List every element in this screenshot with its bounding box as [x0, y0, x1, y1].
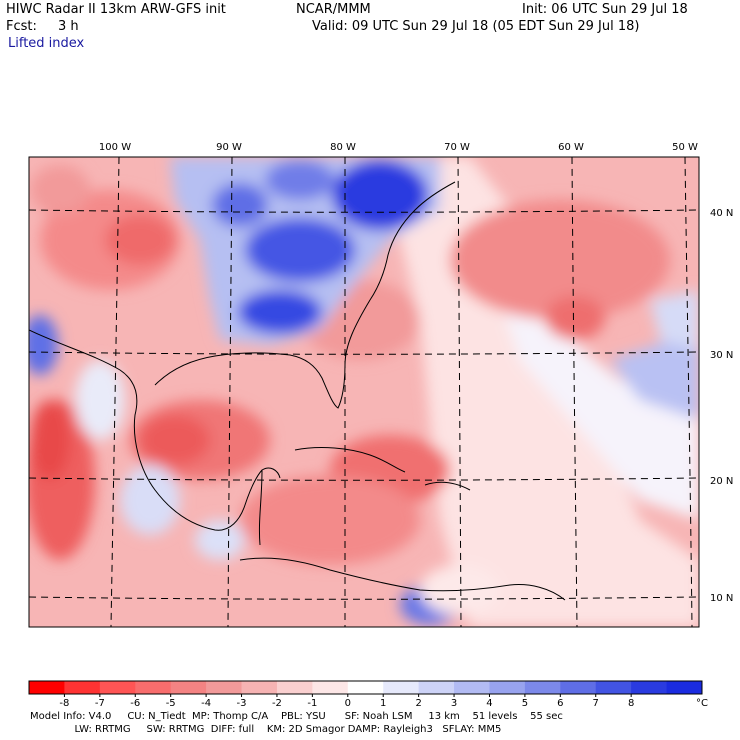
colorbar-swatch — [29, 681, 65, 694]
latitude-labels: 40 N 30 N 20 N 10 N — [710, 208, 733, 604]
init-time: Init: 06 UTC Sun 29 Jul 18 — [522, 2, 688, 17]
fcst-label: Fcst: — [6, 19, 37, 34]
colorbar-swatch — [170, 681, 207, 694]
lat-label: 40 N — [710, 208, 733, 219]
map-frame — [28, 156, 700, 628]
lon-label: 100 W — [99, 142, 131, 153]
colorbar-swatch — [383, 681, 420, 694]
colorbar-frame — [28, 680, 703, 695]
colorbar-unit: °C — [696, 698, 708, 709]
coastlines — [29, 181, 566, 601]
colorbar-tick-label: 8 — [628, 698, 634, 709]
model-info-line1: Model Info: V4.0 CU: N_Tiedt MP: Thomp C… — [30, 711, 563, 722]
colorbar-tick-label: -7 — [95, 698, 105, 709]
lon-label: 90 W — [216, 142, 242, 153]
model-info-line2: LW: RRTMG SW: RRTMG DIFF: full KM: 2D Sm… — [30, 724, 502, 735]
valid-time: Valid: 09 UTC Sun 29 Jul 18 (05 EDT Sun … — [312, 19, 640, 34]
colorbar-tick-label: -2 — [272, 698, 282, 709]
colorbar-tick-label: 4 — [486, 698, 492, 709]
longitude-labels: 100 W 90 W 80 W 70 W 60 W 50 W — [99, 142, 698, 153]
colorbar-swatch — [631, 681, 668, 694]
colorbar-tick-label: 0 — [345, 698, 351, 709]
colorbar-swatch — [489, 681, 526, 694]
title-center: NCAR/MMM — [296, 2, 371, 17]
field-name: Lifted index — [8, 36, 85, 51]
colorbar-swatch — [666, 681, 703, 694]
colorbar-tick-label: 7 — [593, 698, 599, 709]
colorbar: -8 -7 -6 -5 -4 -3 -2 -1 0 1 2 3 4 5 6 7 8 °C — [28, 680, 708, 709]
colorbar-swatch — [312, 681, 349, 694]
colorbar-swatch — [135, 681, 172, 694]
lat-label: 20 N — [710, 476, 733, 487]
colorbar-tick-label: 5 — [522, 698, 528, 709]
lon-label: 80 W — [330, 142, 356, 153]
colorbar-tick-label: 1 — [380, 698, 386, 709]
colorbar-swatch — [241, 681, 278, 694]
colorbar-tick-label: 6 — [557, 698, 563, 709]
colorbar-tick-label: -6 — [130, 698, 140, 709]
graticule — [28, 156, 700, 628]
lon-label: 70 W — [444, 142, 470, 153]
colorbar-swatch — [276, 681, 313, 694]
lat-label: 10 N — [710, 593, 733, 604]
colorbar-swatch — [347, 681, 384, 694]
fcst-value: 3 h — [58, 19, 79, 34]
colorbar-swatch — [418, 681, 455, 694]
colorbar-tick-label: -8 — [59, 698, 69, 709]
colorbar-tick-label: -5 — [166, 698, 176, 709]
colorbar-swatch — [560, 681, 597, 694]
colorbar-swatch — [99, 681, 136, 694]
colorbar-swatch — [206, 681, 243, 694]
colorbar-tick-label: 3 — [451, 698, 457, 709]
lat-label: 30 N — [710, 350, 733, 361]
colorbar-swatch — [595, 681, 632, 694]
colorbar-tick-label: -3 — [237, 698, 247, 709]
colorbar-swatch — [524, 681, 561, 694]
lifted-index-field — [29, 157, 699, 627]
colorbar-swatch — [454, 681, 490, 694]
colorbar-tick-label: -4 — [201, 698, 211, 709]
lon-label: 60 W — [558, 142, 584, 153]
colorbar-tick-label: 2 — [415, 698, 421, 709]
colorbar-tick-label: -1 — [307, 698, 317, 709]
lon-label: 50 W — [672, 142, 698, 153]
colorbar-swatch — [64, 681, 101, 694]
title-left: HIWC Radar II 13km ARW-GFS init — [6, 2, 226, 17]
